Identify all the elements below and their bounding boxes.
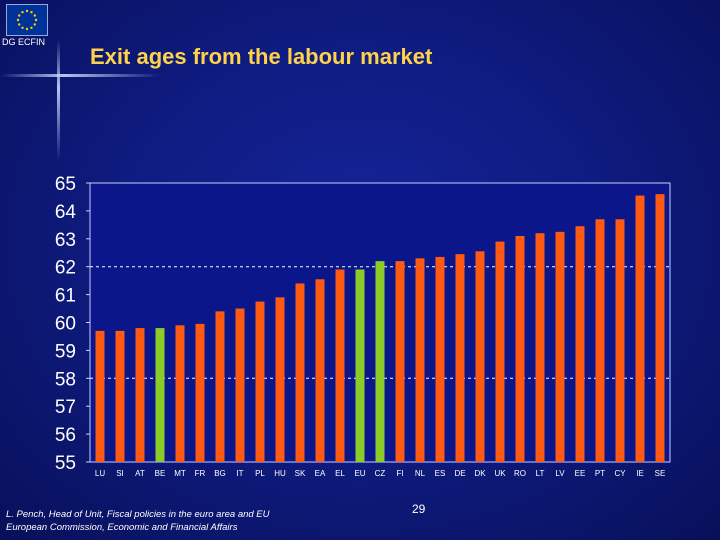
bar-bg: [215, 311, 225, 462]
x-tick-label: DE: [454, 469, 465, 478]
bar-mt: [175, 325, 185, 462]
bar-pl: [255, 301, 265, 462]
y-tick-label: 64: [55, 202, 77, 223]
x-tick-label: CY: [614, 469, 626, 478]
x-tick-label: FI: [396, 469, 403, 478]
x-tick-label: EE: [575, 469, 586, 478]
page-number: 29: [412, 502, 426, 516]
y-tick-label: 61: [55, 286, 76, 307]
x-tick-label: BG: [214, 469, 226, 478]
x-tick-label: NL: [415, 469, 426, 478]
bar-lu: [95, 330, 105, 462]
bar-de: [455, 254, 465, 462]
bar-lv: [555, 231, 565, 462]
x-tick-label: FR: [195, 469, 206, 478]
bar-es: [435, 256, 445, 462]
bar-dk: [475, 251, 485, 462]
bar-pt: [595, 219, 605, 462]
x-tick-label: MT: [174, 469, 186, 478]
footer-line-1: L. Pench, Head of Unit, Fiscal policies …: [6, 509, 270, 520]
x-tick-label: CZ: [375, 469, 386, 478]
bar-uk: [495, 241, 505, 462]
org-label: DG ECFIN: [2, 37, 46, 47]
x-tick-label: SI: [116, 469, 124, 478]
x-tick-label: BE: [155, 469, 166, 478]
y-tick-label: 63: [55, 230, 76, 251]
eu-flag-logo: [6, 4, 48, 36]
page-title: Exit ages from the labour market: [90, 44, 433, 69]
x-tick-label: HU: [274, 469, 286, 478]
x-tick-label: EU: [354, 469, 365, 478]
bar-at: [135, 328, 145, 462]
x-tick-label: RO: [514, 469, 526, 478]
bar-fi: [395, 261, 405, 462]
bar-se: [655, 194, 665, 462]
x-tick-label: AT: [135, 469, 145, 478]
y-tick-label: 59: [55, 341, 76, 362]
bar-cz: [375, 261, 385, 462]
x-tick-label: PL: [255, 469, 265, 478]
bar-it: [235, 308, 245, 462]
bar-nl: [415, 258, 425, 462]
x-tick-label: UK: [494, 469, 506, 478]
bar-ie: [635, 195, 645, 462]
y-tick-label: 60: [55, 314, 76, 335]
x-tick-label: DK: [474, 469, 486, 478]
x-tick-label: EA: [315, 469, 326, 478]
x-tick-label: LU: [95, 469, 105, 478]
decorative-horizontal-line: [0, 74, 160, 77]
bar-el: [335, 269, 345, 462]
x-tick-label: EL: [335, 469, 345, 478]
bar-si: [115, 330, 125, 462]
x-tick-label: PT: [595, 469, 605, 478]
x-tick-label: SE: [655, 469, 666, 478]
bar-ro: [515, 236, 525, 462]
eu-stars-icon: [16, 9, 38, 31]
bar-cy: [615, 219, 625, 462]
y-tick-label: 57: [55, 397, 76, 418]
footer-line-2: European Commission, Economic and Financ…: [6, 522, 238, 533]
decorative-vertical-line: [57, 40, 60, 160]
bar-ea: [315, 279, 325, 462]
y-tick-label: 62: [55, 258, 76, 279]
x-tick-label: IT: [236, 469, 243, 478]
bar-sk: [295, 283, 305, 462]
x-tick-label: SK: [295, 469, 306, 478]
bar-hu: [275, 297, 285, 462]
bar-lt: [535, 233, 545, 462]
x-tick-label: IE: [636, 469, 644, 478]
bar-ee: [575, 226, 585, 462]
y-tick-label: 58: [55, 369, 76, 390]
x-tick-label: LV: [555, 469, 565, 478]
y-tick-label: 56: [55, 425, 76, 446]
y-tick-label: 55: [55, 453, 76, 474]
y-tick-label: 65: [55, 174, 76, 195]
bar-be: [155, 328, 165, 462]
bar-fr: [195, 323, 205, 462]
footer-credits: L. Pench, Head of Unit, Fiscal policies …: [6, 508, 270, 534]
x-tick-label: LT: [536, 469, 545, 478]
x-tick-label: ES: [435, 469, 446, 478]
bar-eu: [355, 269, 365, 462]
